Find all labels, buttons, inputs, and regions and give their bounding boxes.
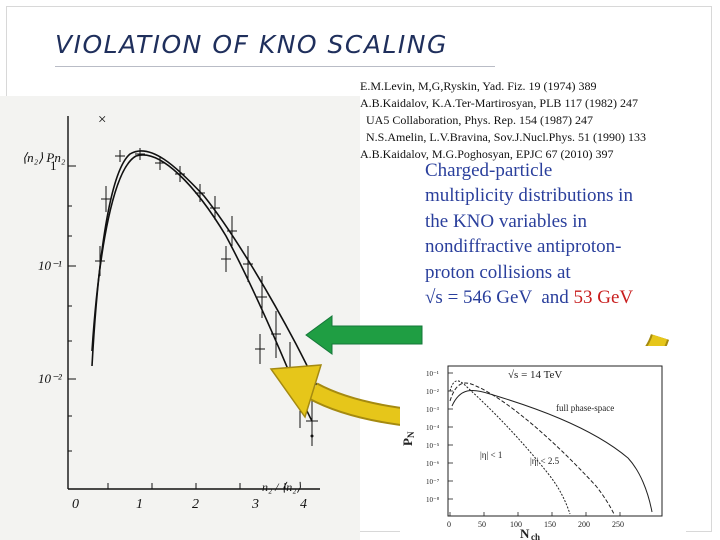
lhc-x-tick: 0 xyxy=(447,520,451,529)
lhc-x-tick: 150 xyxy=(544,520,556,529)
kno-x-tick: 4 xyxy=(300,497,307,512)
caption-energy-line: √s = 546 GeV and 53 GeV xyxy=(425,285,715,310)
figure-caption: Charged-particle multiplicity distributi… xyxy=(425,158,715,310)
lhc-y-tick: 10⁻⁵ xyxy=(426,442,440,450)
kno-x-tick: 3 xyxy=(251,497,259,512)
lhc-y-axis-sub: N xyxy=(406,431,416,438)
kno-y-tick: 10⁻¹ xyxy=(38,258,62,273)
reference-item: A.B.Kaidalov, M.G.Poghosyan, EPJC 67 (20… xyxy=(360,147,614,161)
kno-y-tick: 1 xyxy=(50,158,57,173)
reference-item: N.S.Amelin, L.V.Bravina, Sov.J.Nucl.Phys… xyxy=(360,130,646,144)
kno-distribution-plot: ⟨n₂⟩ Pn₂ 1 10⁻¹ 10⁻² 0 1 2 3 4 n₂ / ⟨n₂⟩… xyxy=(0,96,360,540)
kno-x-tick: 1 xyxy=(136,497,143,512)
eta-1-label: |η| < 1 xyxy=(480,450,502,460)
lhc-y-tick: 10⁻⁷ xyxy=(426,478,440,486)
caption-line: Charged-particle xyxy=(425,160,553,181)
kno-legend-mark: × xyxy=(98,112,106,128)
lhc-x-tick: 200 xyxy=(578,520,590,529)
title-underline xyxy=(55,66,495,67)
lhc-x-tick: 100 xyxy=(510,520,522,529)
caption-energy-prefix: √s = 546 GeV and xyxy=(425,287,574,309)
lhc-x-tick: 250 xyxy=(612,520,624,529)
caption-line: proton collisions at xyxy=(425,261,571,283)
eta-1-curve xyxy=(449,380,571,515)
full-phase-space-curve xyxy=(451,389,653,513)
eta-2-5-curve xyxy=(449,382,615,515)
caption-energy-highlight: 53 GeV xyxy=(573,287,634,309)
kno-x-tick: 2 xyxy=(192,497,199,512)
lhc-y-tick: 10⁻⁴ xyxy=(426,424,440,432)
caption-line: the KNO variables in xyxy=(425,210,587,232)
lhc-multiplicity-plot: 10⁻¹ 10⁻² 10⁻³ 10⁻⁴ 10⁻⁵ 10⁻⁶ 10⁻⁷ 10⁻⁸ … xyxy=(400,346,686,540)
eta-2-5-label: |η| < 2.5 xyxy=(530,456,560,466)
caption-line: nondiffractive antiproton- xyxy=(425,236,622,258)
caption-line: multiplicity distributions in xyxy=(425,185,633,207)
lhc-x-tick: 50 xyxy=(478,520,486,529)
kno-x-label: n₂ / ⟨n₂⟩ xyxy=(262,480,301,494)
lhc-energy-label: √s = 14 TeV xyxy=(508,369,562,381)
green-arrow-icon xyxy=(305,315,423,355)
kno-data-points xyxy=(95,148,318,446)
lhc-y-tick: 10⁻⁸ xyxy=(426,496,440,504)
lhc-x-axis-label: N xyxy=(520,526,530,540)
full-phase-space-label: full phase-space xyxy=(556,403,614,413)
kno-y-label: ⟨n₂⟩ Pn₂ xyxy=(22,150,66,165)
lhc-y-tick: 10⁻⁶ xyxy=(426,460,440,468)
kno-x-tick: 0 xyxy=(72,497,79,512)
lhc-y-tick: 10⁻¹ xyxy=(426,370,439,378)
energy-label-box xyxy=(504,367,574,381)
reference-item: A.B.Kaidalov, K.A.Ter-Martirosyan, PLB 1… xyxy=(360,96,638,110)
lhc-x-axis-sub: ch xyxy=(531,532,540,540)
slide-title: VIOLATION OF KNO SCALING xyxy=(55,30,448,59)
kno-y-tick: 10⁻² xyxy=(38,371,63,386)
reference-item: E.M.Levin, M,G,Ryskin, Yad. Fiz. 19 (197… xyxy=(360,79,597,93)
lhc-y-tick: 10⁻² xyxy=(426,388,439,396)
references-list: E.M.Levin, M,G,Ryskin, Yad. Fiz. 19 (197… xyxy=(360,78,646,163)
lhc-y-axis-label: P xyxy=(400,438,415,446)
reference-item: UA5 Collaboration, Phys. Rep. 154 (1987)… xyxy=(360,113,593,127)
kno-outlier-point xyxy=(310,434,314,438)
lhc-y-tick: 10⁻³ xyxy=(426,406,439,414)
lhc-plot-frame xyxy=(447,365,663,517)
